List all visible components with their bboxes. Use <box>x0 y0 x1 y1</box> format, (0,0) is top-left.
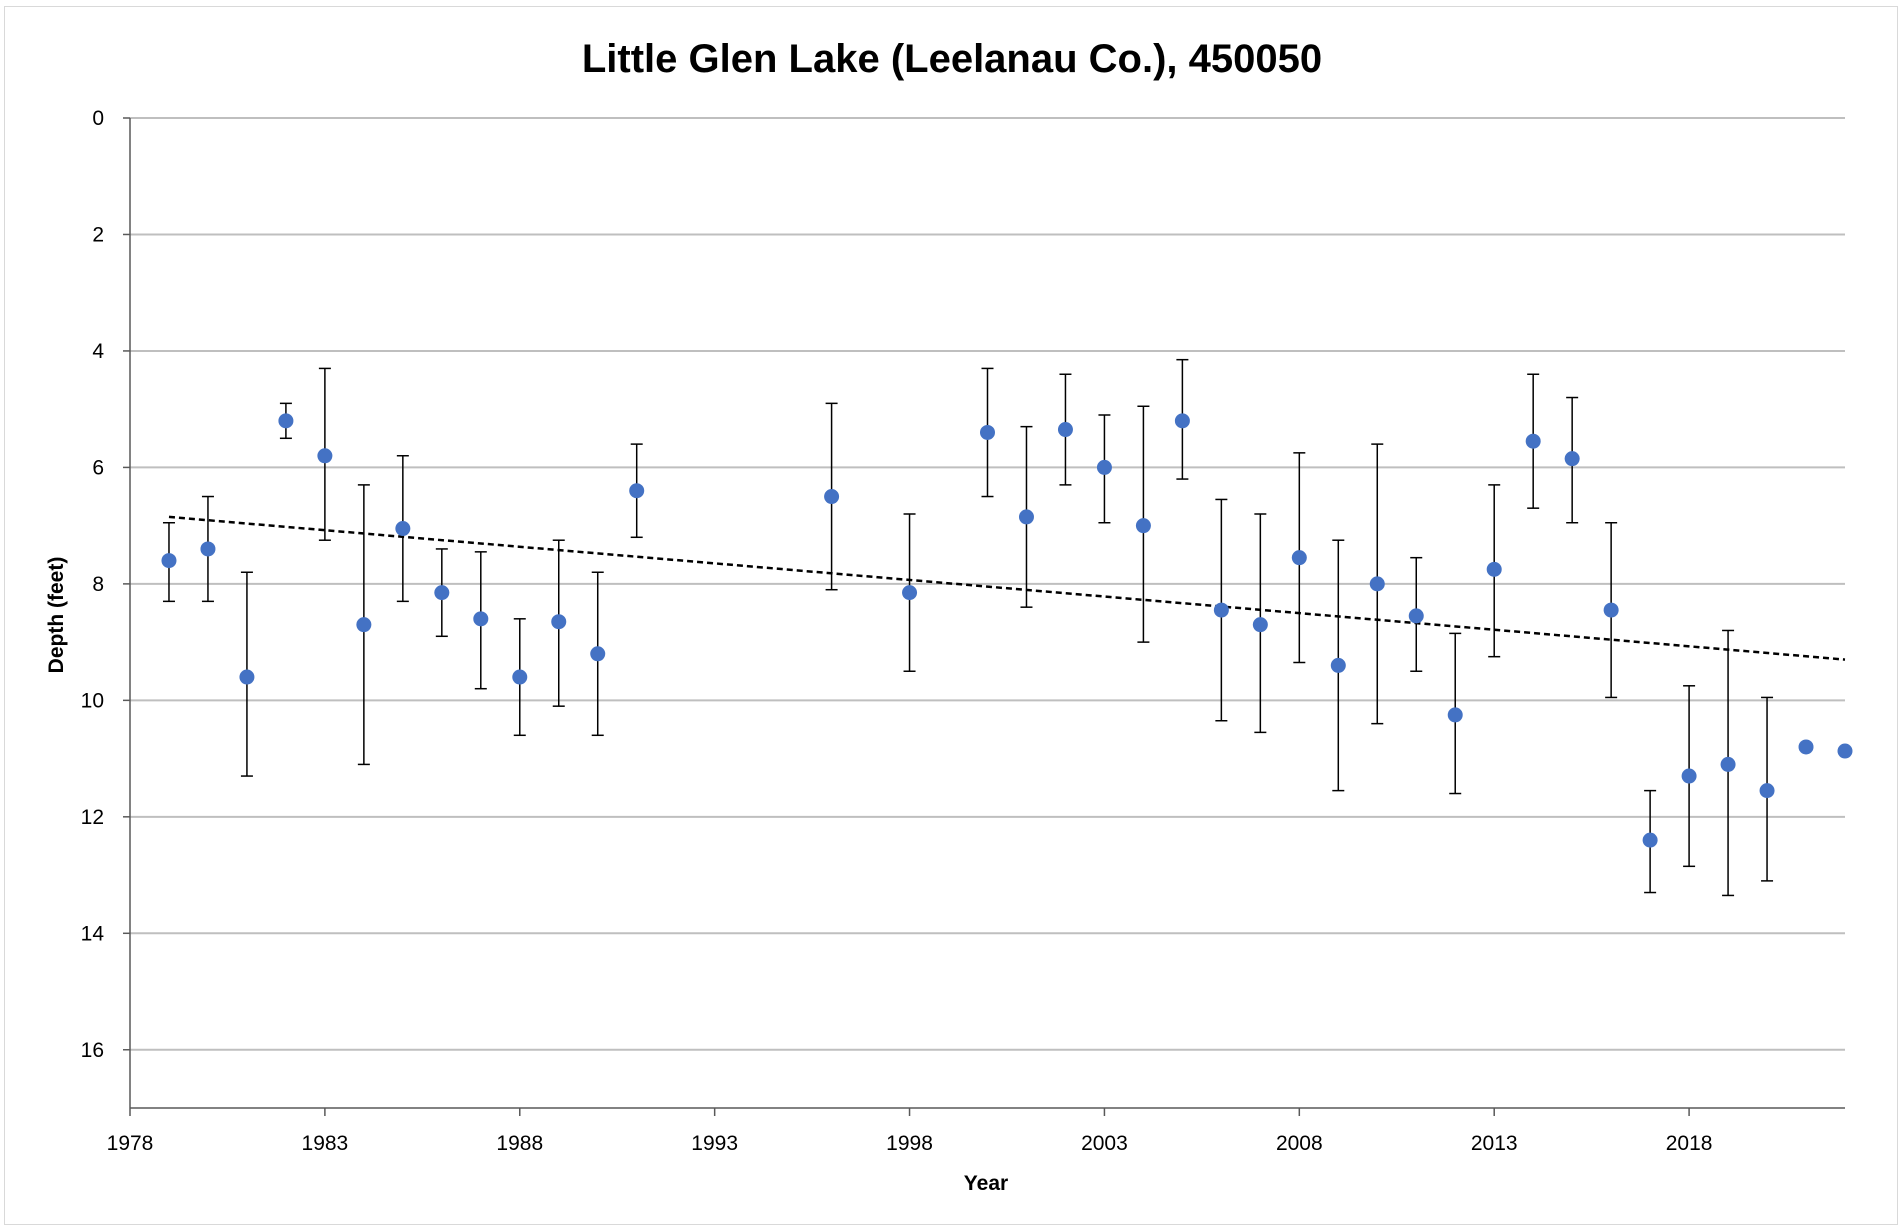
y-tick-label: 14 <box>81 922 105 945</box>
trendline-group <box>168 515 1846 661</box>
data-point <box>1720 756 1736 772</box>
data-point <box>1603 602 1619 618</box>
data-point <box>1486 561 1502 577</box>
data-point <box>200 541 216 557</box>
data-point <box>1330 657 1346 673</box>
y-axis-title: Depth (feet) <box>45 557 68 674</box>
data-point <box>239 669 255 685</box>
y-tick-label: 8 <box>92 573 104 596</box>
x-tick-label: 1978 <box>107 1132 154 1155</box>
data-point <box>551 614 567 630</box>
data-point <box>278 413 294 429</box>
x-tick-label: 2003 <box>1081 1132 1128 1155</box>
data-point <box>1681 768 1697 784</box>
y-tick-label: 2 <box>92 223 104 246</box>
data-point <box>1642 832 1658 848</box>
data-point <box>629 483 645 499</box>
data-point <box>980 424 995 440</box>
data-point <box>1837 743 1853 759</box>
trendline <box>168 515 1846 661</box>
data-point <box>161 553 177 569</box>
x-tick-label: 2013 <box>1471 1132 1518 1155</box>
y-tick-label: 10 <box>81 689 104 712</box>
y-tick-label: 4 <box>92 340 104 363</box>
data-point <box>1408 608 1424 624</box>
y-tick-label: 0 <box>92 107 104 130</box>
gridlines <box>130 117 1845 1051</box>
data-point <box>512 669 528 685</box>
data-point <box>1096 459 1112 475</box>
y-tick-label: 12 <box>81 806 104 829</box>
y-tick-label: 6 <box>92 456 104 479</box>
data-point <box>1174 413 1190 429</box>
chart-title: Little Glen Lake (Leelanau Co.), 450050 <box>582 37 1322 81</box>
data-point <box>1369 576 1385 592</box>
data-point <box>1447 707 1463 723</box>
data-point <box>1135 518 1151 534</box>
x-tick-label: 2018 <box>1666 1132 1713 1155</box>
x-tick-label: 1988 <box>496 1132 543 1155</box>
data-point <box>1291 550 1307 566</box>
tick-labels: 0 2 4 6 8 10 12 14 16 1978 1983 1988 1993 1998 2003 200… <box>81 107 1713 1155</box>
data-point <box>590 646 606 662</box>
data-point <box>902 585 918 601</box>
data-point <box>1564 451 1580 467</box>
x-tick-label: 1993 <box>691 1132 738 1155</box>
x-tick-label: 1998 <box>886 1132 933 1155</box>
data-point <box>356 617 372 633</box>
data-point <box>1525 433 1541 449</box>
data-point <box>395 521 411 537</box>
y-tick-label: 16 <box>81 1039 104 1062</box>
data-point <box>824 489 840 505</box>
chart-frame <box>4 6 1898 1225</box>
data-point <box>1213 602 1229 618</box>
data-point <box>473 611 489 627</box>
data-points <box>161 413 1853 848</box>
x-axis-title: Year <box>964 1172 1008 1195</box>
data-point <box>1018 509 1034 525</box>
data-point <box>1057 422 1073 438</box>
data-point <box>1759 783 1775 799</box>
x-tick-label: 1983 <box>302 1132 349 1155</box>
data-point <box>1252 617 1268 633</box>
axes <box>123 117 1845 1116</box>
data-point <box>317 448 333 464</box>
x-tick-label: 2008 <box>1276 1132 1323 1155</box>
data-point <box>1798 739 1814 755</box>
data-point <box>434 585 450 601</box>
